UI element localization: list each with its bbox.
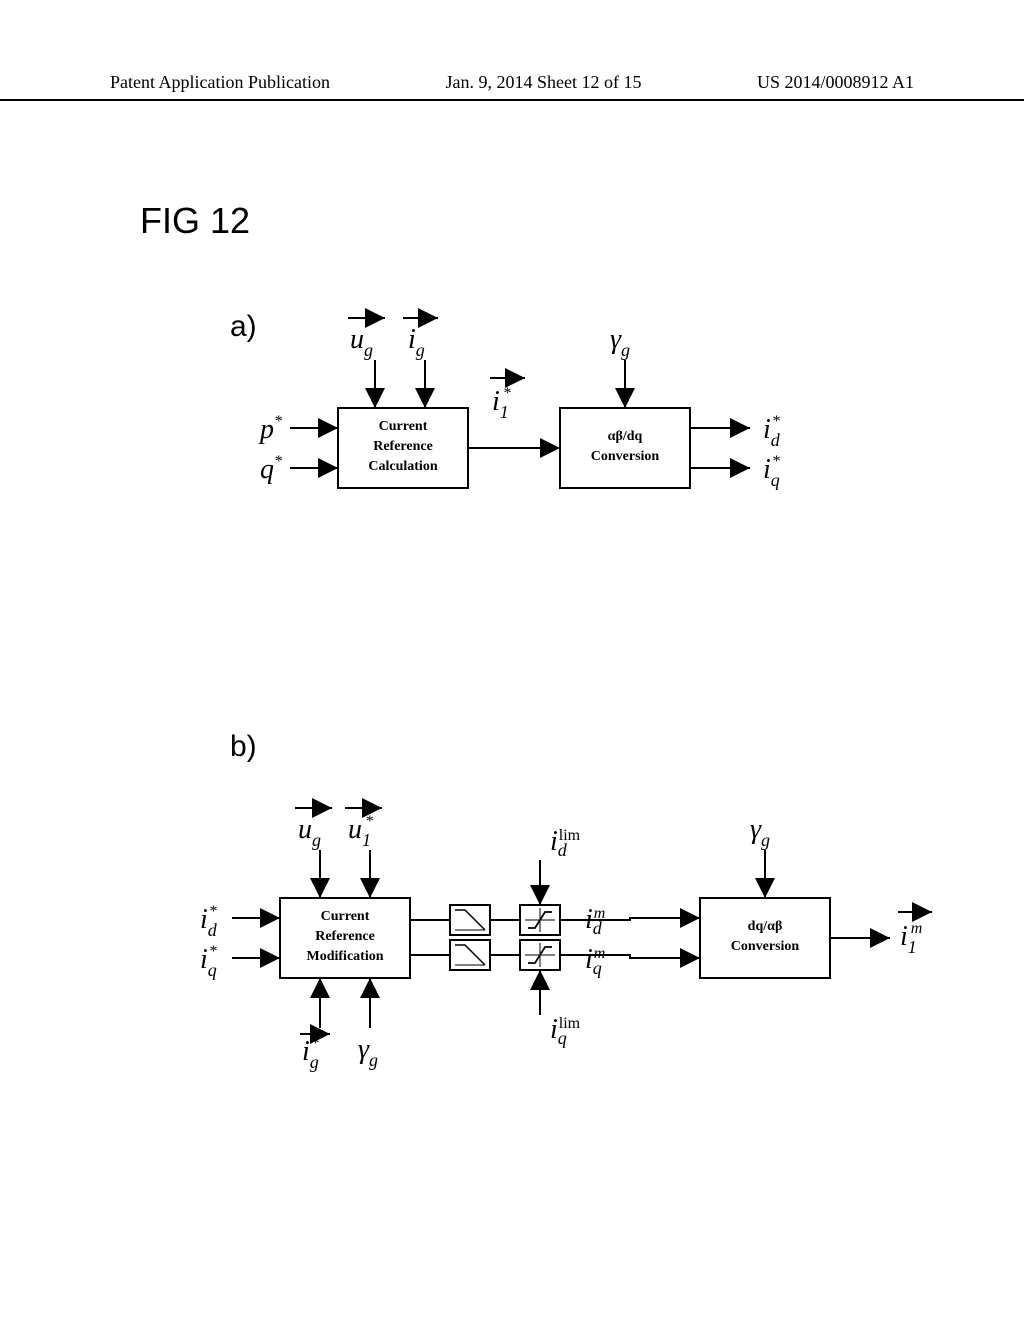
lbl-iqb: iq*: [200, 943, 217, 980]
lbl-iqm: iqm: [585, 944, 605, 978]
lbl-idb: id*: [200, 903, 218, 940]
lbl-gammab1: γg: [358, 1034, 378, 1070]
filter1-icon: [455, 910, 485, 930]
lbl-gamma: γg: [610, 324, 630, 360]
lbl-idm: idm: [585, 904, 605, 938]
diagram-a: Current Reference Calculation αβ/dq Conv…: [230, 300, 930, 560]
box1-l2: Reference: [373, 439, 433, 454]
box2-l2: Conversion: [591, 449, 660, 464]
lbl-gammab2: γg: [750, 814, 770, 850]
lbl-ug: ug: [350, 324, 373, 360]
boxb2-l2: Conversion: [731, 939, 800, 954]
lbl-u1b: u1*: [348, 813, 373, 850]
lbl-i1: i1*: [492, 385, 511, 422]
boxb2-l1: dq/αβ: [748, 919, 783, 934]
part-b-label: b): [230, 730, 257, 764]
arrow-iqm: [560, 955, 700, 958]
lbl-iq: iq*: [763, 453, 780, 490]
header-right: US 2014/0008912 A1: [757, 72, 914, 93]
box-dqab: [700, 898, 830, 978]
lbl-ugb: ug: [298, 814, 321, 850]
box2-l1: αβ/dq: [608, 429, 643, 444]
lbl-idlim: idlim: [550, 826, 581, 860]
arrow-idm: [560, 918, 700, 920]
boxb1-l2: Reference: [315, 929, 375, 944]
lbl-p: p*: [258, 413, 282, 445]
diagram-b: Current Reference Modification dq/αβ Con…: [170, 790, 990, 1090]
box-abdq: [560, 408, 690, 488]
lbl-igb: ig*: [302, 1035, 319, 1072]
page-header: Patent Application Publication Jan. 9, 2…: [0, 72, 1024, 101]
box1-l1: Current: [379, 419, 428, 434]
header-center: Jan. 9, 2014 Sheet 12 of 15: [445, 72, 641, 93]
figure-title: FIG 12: [140, 200, 250, 242]
header-row: Patent Application Publication Jan. 9, 2…: [0, 72, 1024, 99]
boxb1-l1: Current: [321, 909, 370, 924]
filter2-icon: [455, 945, 485, 965]
header-left: Patent Application Publication: [110, 72, 330, 93]
lbl-iqlim: iqlim: [550, 1014, 581, 1048]
lbl-ig: ig: [408, 324, 425, 360]
page: Patent Application Publication Jan. 9, 2…: [0, 0, 1024, 1320]
lbl-q: q*: [260, 453, 282, 485]
lbl-i1m: i1m: [900, 920, 922, 957]
box1-l3: Calculation: [368, 459, 437, 474]
lbl-id: id*: [763, 413, 781, 450]
boxb1-l3: Modification: [307, 949, 384, 964]
